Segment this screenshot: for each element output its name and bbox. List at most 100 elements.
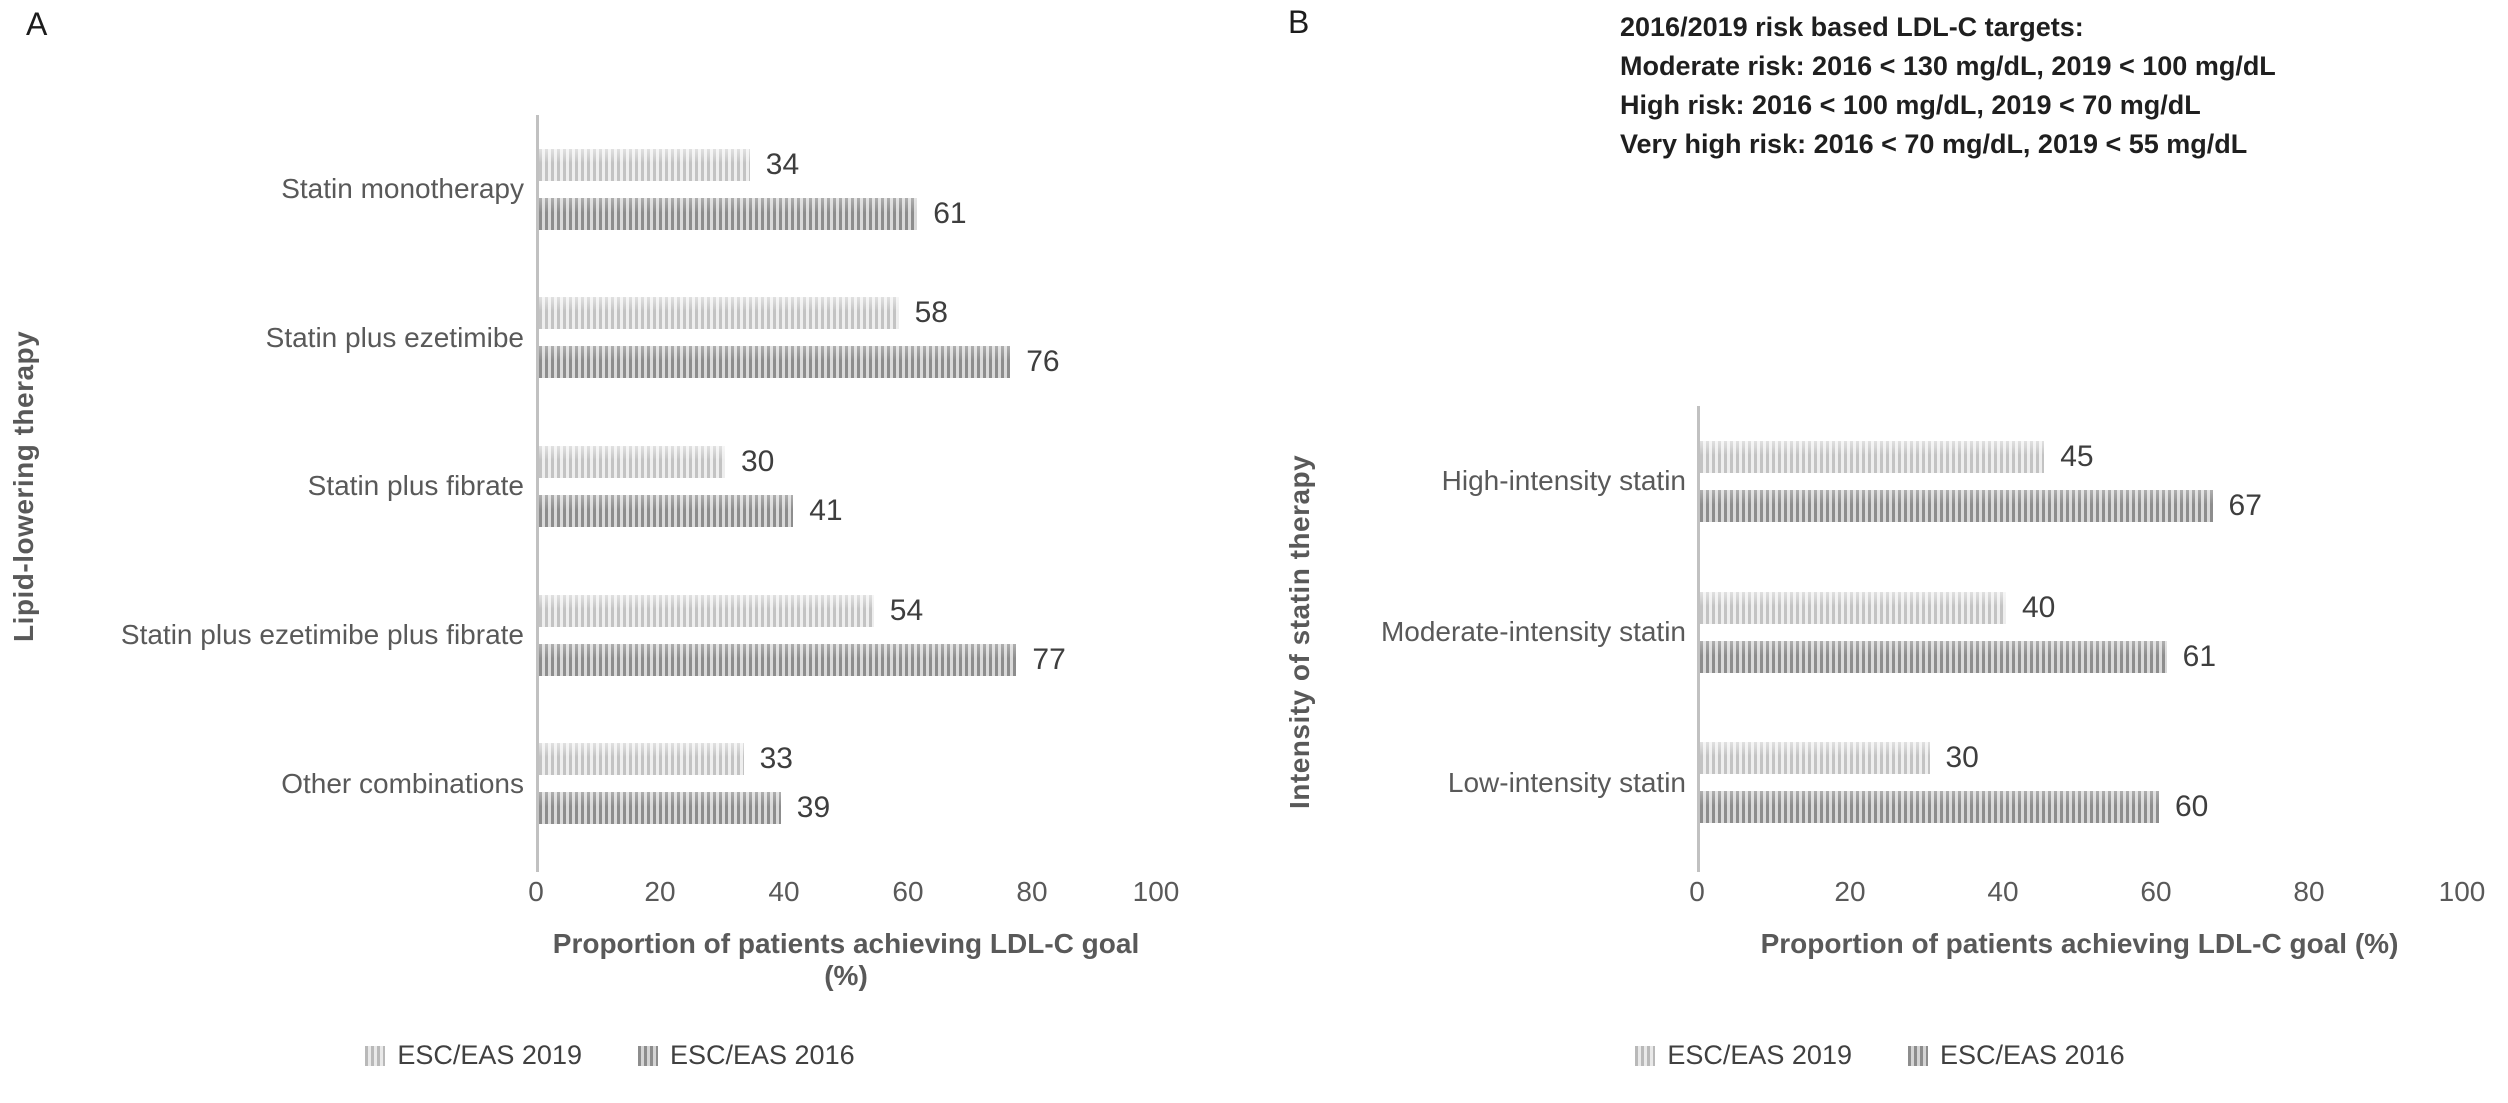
bar-group: 58 76 bbox=[539, 264, 1159, 413]
annotation-line: 2016/2019 risk based LDL-C targets: bbox=[1620, 12, 2084, 42]
bar-esc-eas-2016 bbox=[539, 197, 918, 230]
bar-line: 41 bbox=[539, 494, 1159, 528]
bar-line: 58 bbox=[539, 296, 1159, 330]
panel-b-y-axis-title: Intensity of statin therapy bbox=[1284, 454, 1315, 810]
x-tick-label: 40 bbox=[768, 876, 800, 907]
x-tick-label: 20 bbox=[1834, 876, 1866, 907]
panel-a-plot-area: 34 61 58 76 30 41 54 77 33 39 bbox=[536, 115, 1159, 872]
panel-b-bars: 45 67 40 61 30 60 bbox=[1700, 406, 2465, 858]
bar-esc-eas-2016 bbox=[539, 494, 794, 527]
bar-esc-eas-2019 bbox=[539, 148, 750, 181]
category-label: Statin plus ezetimibe bbox=[265, 321, 524, 353]
legend-label: ESC/EAS 2016 bbox=[1940, 1040, 2125, 1070]
x-tick-label: 0 bbox=[528, 876, 544, 907]
panel-a: A Lipid-lowering therapy Statin monother… bbox=[0, 0, 1250, 1103]
bar-group: 30 41 bbox=[539, 412, 1159, 561]
value-label: 30 bbox=[1945, 741, 1979, 775]
y-axis-line-tail bbox=[536, 858, 539, 872]
legend-label: ESC/EAS 2016 bbox=[670, 1040, 855, 1070]
value-label: 41 bbox=[809, 493, 843, 527]
value-label: 61 bbox=[933, 196, 967, 230]
value-label: 34 bbox=[765, 147, 800, 181]
x-tick-label: 100 bbox=[1132, 876, 1180, 907]
x-tick-label: 80 bbox=[1016, 876, 1048, 907]
bar-line: 33 bbox=[539, 742, 1159, 776]
panel-b: B Intensity of statin therapy High-inten… bbox=[1250, 0, 2508, 1103]
bar-line: 61 bbox=[539, 197, 1159, 231]
x-tick-label: 20 bbox=[644, 876, 676, 907]
panel-a-label: A bbox=[26, 6, 48, 42]
panel-a-x-axis-ticks: 0 20 40 60 80 100 bbox=[528, 876, 1179, 916]
legend-label: ESC/EAS 2019 bbox=[1667, 1040, 1852, 1070]
panel-b-x-axis-title: Proportion of patients achieving LDL-C g… bbox=[1760, 928, 2399, 959]
panel-a-bars: 34 61 58 76 30 41 54 77 33 39 bbox=[539, 115, 1159, 858]
value-label: 30 bbox=[741, 444, 775, 478]
panel-b-plot-area: 45 67 40 61 30 60 bbox=[1697, 406, 2465, 872]
category-label: Moderate-intensity statin bbox=[1380, 615, 1686, 647]
legend-swatch-esc-eas-2019 bbox=[365, 1045, 386, 1066]
panel-a-x-axis-title: Proportion of patients achieving LDL-C g… bbox=[552, 928, 1140, 991]
legend-swatch-esc-eas-2016 bbox=[638, 1045, 658, 1066]
annotation-line: High risk: 2016 < 100 mg/dL, 2019 < 70 m… bbox=[1620, 90, 2201, 120]
x-tick-label: 100 bbox=[2438, 876, 2486, 907]
value-label: 61 bbox=[2182, 639, 2217, 673]
value-label: 39 bbox=[796, 791, 831, 825]
y-axis-line-tail bbox=[1697, 858, 1700, 872]
x-tick-label: 60 bbox=[2140, 876, 2172, 907]
legend-item-esc-eas-2016: ESC/EAS 2016 bbox=[638, 1040, 855, 1071]
bar-line: 54 bbox=[539, 594, 1159, 628]
bar-line: 39 bbox=[539, 791, 1159, 825]
bar-group: 45 67 bbox=[1700, 406, 2465, 557]
x-tick-label: 0 bbox=[1689, 876, 1705, 907]
category-label: Other combinations bbox=[281, 767, 524, 799]
bar-line: 77 bbox=[539, 643, 1159, 677]
panel-b-legend: ESC/EAS 2019 ESC/EAS 2016 bbox=[1280, 1040, 2480, 1071]
value-label: 77 bbox=[1032, 642, 1066, 676]
bar-esc-eas-2019 bbox=[539, 297, 899, 330]
legend-swatch-esc-eas-2016 bbox=[1908, 1045, 1928, 1066]
category-label: Statin plus ezetimibe plus fibrate bbox=[120, 618, 524, 650]
category-label: High-intensity statin bbox=[1441, 465, 1686, 497]
annotation-ldl-targets: 2016/2019 risk based LDL-C targets: Mode… bbox=[1620, 8, 2276, 164]
legend-label: ESC/EAS 2019 bbox=[397, 1040, 582, 1070]
panel-a-legend: ESC/EAS 2019 ESC/EAS 2016 bbox=[0, 1040, 1220, 1071]
value-label: 60 bbox=[2175, 790, 2209, 824]
category-label: Statin monotherapy bbox=[281, 173, 524, 205]
bar-line: 30 bbox=[1700, 741, 2465, 775]
category-label: Low-intensity statin bbox=[1447, 766, 1686, 798]
legend-item-esc-eas-2019: ESC/EAS 2019 bbox=[1635, 1040, 1852, 1071]
bar-esc-eas-2019 bbox=[1700, 440, 2045, 473]
bar-esc-eas-2016 bbox=[1700, 489, 2213, 522]
bar-group: 30 60 bbox=[1700, 707, 2465, 858]
panel-b-category-labels: High-intensity statin Moderate-intensity … bbox=[1350, 406, 1686, 858]
value-label: 40 bbox=[2022, 590, 2056, 624]
bar-esc-eas-2019 bbox=[539, 594, 874, 627]
x-tick-label: 80 bbox=[2293, 876, 2325, 907]
bar-line: 61 bbox=[1700, 640, 2465, 674]
bar-group: 54 77 bbox=[539, 561, 1159, 710]
bar-group: 34 61 bbox=[539, 115, 1159, 264]
bar-line: 30 bbox=[539, 445, 1159, 479]
bar-group: 40 61 bbox=[1700, 557, 2465, 708]
legend-item-esc-eas-2016: ESC/EAS 2016 bbox=[1908, 1040, 2125, 1071]
bar-esc-eas-2019 bbox=[1700, 591, 2006, 624]
value-label: 33 bbox=[759, 742, 793, 776]
value-label: 67 bbox=[2228, 488, 2262, 522]
value-label: 58 bbox=[914, 296, 948, 330]
bar-line: 34 bbox=[539, 148, 1159, 182]
bar-line: 67 bbox=[1700, 489, 2465, 523]
x-tick-label: 60 bbox=[892, 876, 924, 907]
bar-line: 60 bbox=[1700, 790, 2465, 824]
bar-line: 45 bbox=[1700, 440, 2465, 474]
annotation-line: Moderate risk: 2016 < 130 mg/dL, 2019 < … bbox=[1620, 51, 2276, 81]
panel-a-category-labels: Statin monotherapy Statin plus ezetimibe S… bbox=[40, 115, 524, 858]
x-tick-label: 40 bbox=[1987, 876, 2019, 907]
bar-esc-eas-2019 bbox=[1700, 742, 1930, 775]
bar-esc-eas-2016 bbox=[1700, 791, 2159, 824]
annotation-line: Very high risk: 2016 < 70 mg/dL, 2019 < … bbox=[1620, 129, 2248, 159]
value-label: 45 bbox=[2060, 439, 2094, 473]
bar-group: 33 39 bbox=[539, 709, 1159, 858]
bar-line: 40 bbox=[1700, 591, 2465, 625]
bar-esc-eas-2019 bbox=[539, 445, 725, 478]
